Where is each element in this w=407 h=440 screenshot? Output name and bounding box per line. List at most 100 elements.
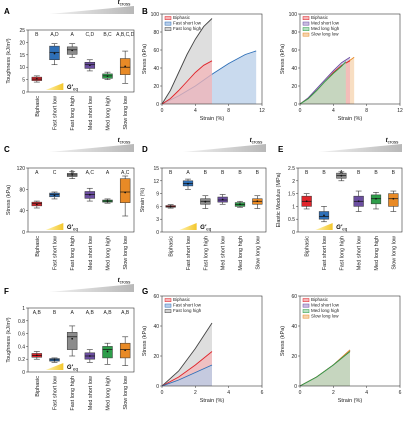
legend-swatch-1: [302, 21, 310, 26]
y-tick-label: 1: [22, 306, 25, 312]
significance-letter: A,B: [103, 310, 112, 316]
x-tick-label: 4: [365, 390, 368, 396]
category-label: Biphasic: [169, 236, 175, 257]
panel-letter-d: D: [142, 145, 148, 154]
geq-gradient: [45, 83, 64, 90]
y-tick-label: 40: [291, 324, 297, 330]
y-tick-label: 60: [291, 48, 297, 54]
x-tick-label: 0: [299, 390, 302, 396]
significance-letter: B: [322, 170, 326, 176]
legend-label-2: Fast long high: [173, 308, 202, 313]
legend-swatch-1: [164, 21, 172, 26]
y-tick-label: 0.8: [18, 319, 25, 325]
x-tick-label: 2: [194, 390, 197, 396]
significance-letter: B: [35, 32, 39, 38]
geq-gradient: [45, 363, 64, 370]
x-tick-label: 12: [397, 108, 403, 114]
y-axis-label: Toughness (kJ/m³): [6, 317, 12, 362]
y-axis-label: Stress (kPa): [280, 44, 286, 74]
geq-gradient: [315, 223, 333, 230]
category-label: Slow long low: [255, 236, 261, 270]
y-tick-label: 12: [153, 179, 159, 185]
y-tick-label: 3: [156, 217, 159, 223]
mean-marker: [106, 200, 109, 202]
mean-marker: [221, 198, 224, 201]
significance-letter: A,C: [86, 170, 95, 176]
area-fill-2: [300, 61, 346, 104]
legend-swatch-1: [164, 303, 172, 308]
significance-letter: A: [35, 170, 39, 176]
box-5: [388, 193, 399, 207]
panel-letter-c: C: [4, 145, 10, 154]
tcross-label: tcross: [250, 138, 264, 145]
series-line-2: [161, 18, 213, 105]
legend-label-0: Biphasic: [173, 15, 191, 20]
area-fill-1: [162, 365, 212, 386]
legend-label-2: Med long high: [311, 308, 340, 313]
legend-label-1: Med short low: [311, 21, 340, 26]
category-label: Med long high: [106, 376, 112, 411]
category-label: Med long high: [374, 236, 380, 271]
y-tick-label: 0: [22, 370, 25, 376]
panel-b2: 0 4 8 12 0 20 40 60 80 100 Strain (%) Stress (kPa) B…: [280, 12, 403, 122]
geq-label: G'eq: [336, 225, 348, 232]
mean-marker: [53, 358, 56, 361]
series-line-0: [161, 351, 213, 387]
y-tick-label: 0: [156, 384, 159, 390]
mean-marker: [88, 355, 91, 357]
significance-letter: A,B,C,D: [116, 32, 134, 38]
area-fill-2: [300, 351, 350, 386]
y-tick-label: 20: [291, 354, 297, 360]
category-label: Fast short low: [53, 96, 59, 130]
mean-marker: [124, 191, 127, 194]
plot-frame: [27, 29, 135, 93]
y-axis-label: Stress (kPa): [142, 326, 148, 356]
mean-marker: [88, 64, 91, 67]
significance-letter: B: [204, 170, 208, 176]
y-axis-label: Elastic Modulus (MPa): [276, 172, 282, 227]
plot-frame: [161, 13, 263, 105]
mean-marker: [88, 193, 91, 196]
y-axis-label: Toughness (kJ/m³): [6, 38, 12, 83]
x-tick-label: 8: [365, 108, 368, 114]
mean-marker: [204, 200, 207, 203]
significance-letter: B: [221, 170, 225, 176]
tcross-label: tcross: [118, 278, 132, 285]
plot-frame: [27, 307, 135, 373]
x-tick-label: 4: [194, 108, 197, 114]
y-tick-label: 80: [19, 187, 25, 193]
tcross-gradient: [49, 284, 135, 292]
mean-marker: [169, 205, 172, 208]
tcross-label: tcross: [386, 138, 400, 145]
y-tick-label: 15: [19, 53, 25, 59]
mean-marker: [256, 200, 259, 203]
mean-marker: [71, 49, 74, 52]
significance-letter: B: [256, 170, 260, 176]
mean-marker: [71, 337, 74, 340]
significance-letter: C: [53, 170, 57, 176]
tcross-gradient: [49, 6, 135, 14]
panel-c: tcross 0 40 80 120 Stress (kPa) G'eq A Biphasic C…: [6, 138, 135, 271]
y-tick-label: 80: [153, 30, 159, 36]
x-tick-label: 6: [261, 390, 264, 396]
plot-frame: [161, 295, 263, 387]
tcross-label: tcross: [118, 0, 132, 7]
y-tick-label: 1.5: [288, 192, 295, 198]
significance-letter: B: [53, 310, 57, 316]
y-tick-label: 120: [17, 166, 26, 172]
plot-frame: [297, 167, 403, 233]
mean-marker: [53, 52, 56, 55]
category-label: Fast long high: [203, 236, 209, 271]
series-line-2: [161, 322, 213, 387]
legend-swatch-2: [302, 27, 310, 31]
category-label: Fast short low: [186, 236, 192, 270]
category-label: Biphasic: [35, 376, 41, 397]
geq-label: G'eq: [67, 225, 79, 232]
significance-letter: A,B: [121, 310, 130, 316]
y-tick-label: 40: [153, 66, 159, 72]
legend-label-0: Biphasic: [311, 15, 329, 20]
